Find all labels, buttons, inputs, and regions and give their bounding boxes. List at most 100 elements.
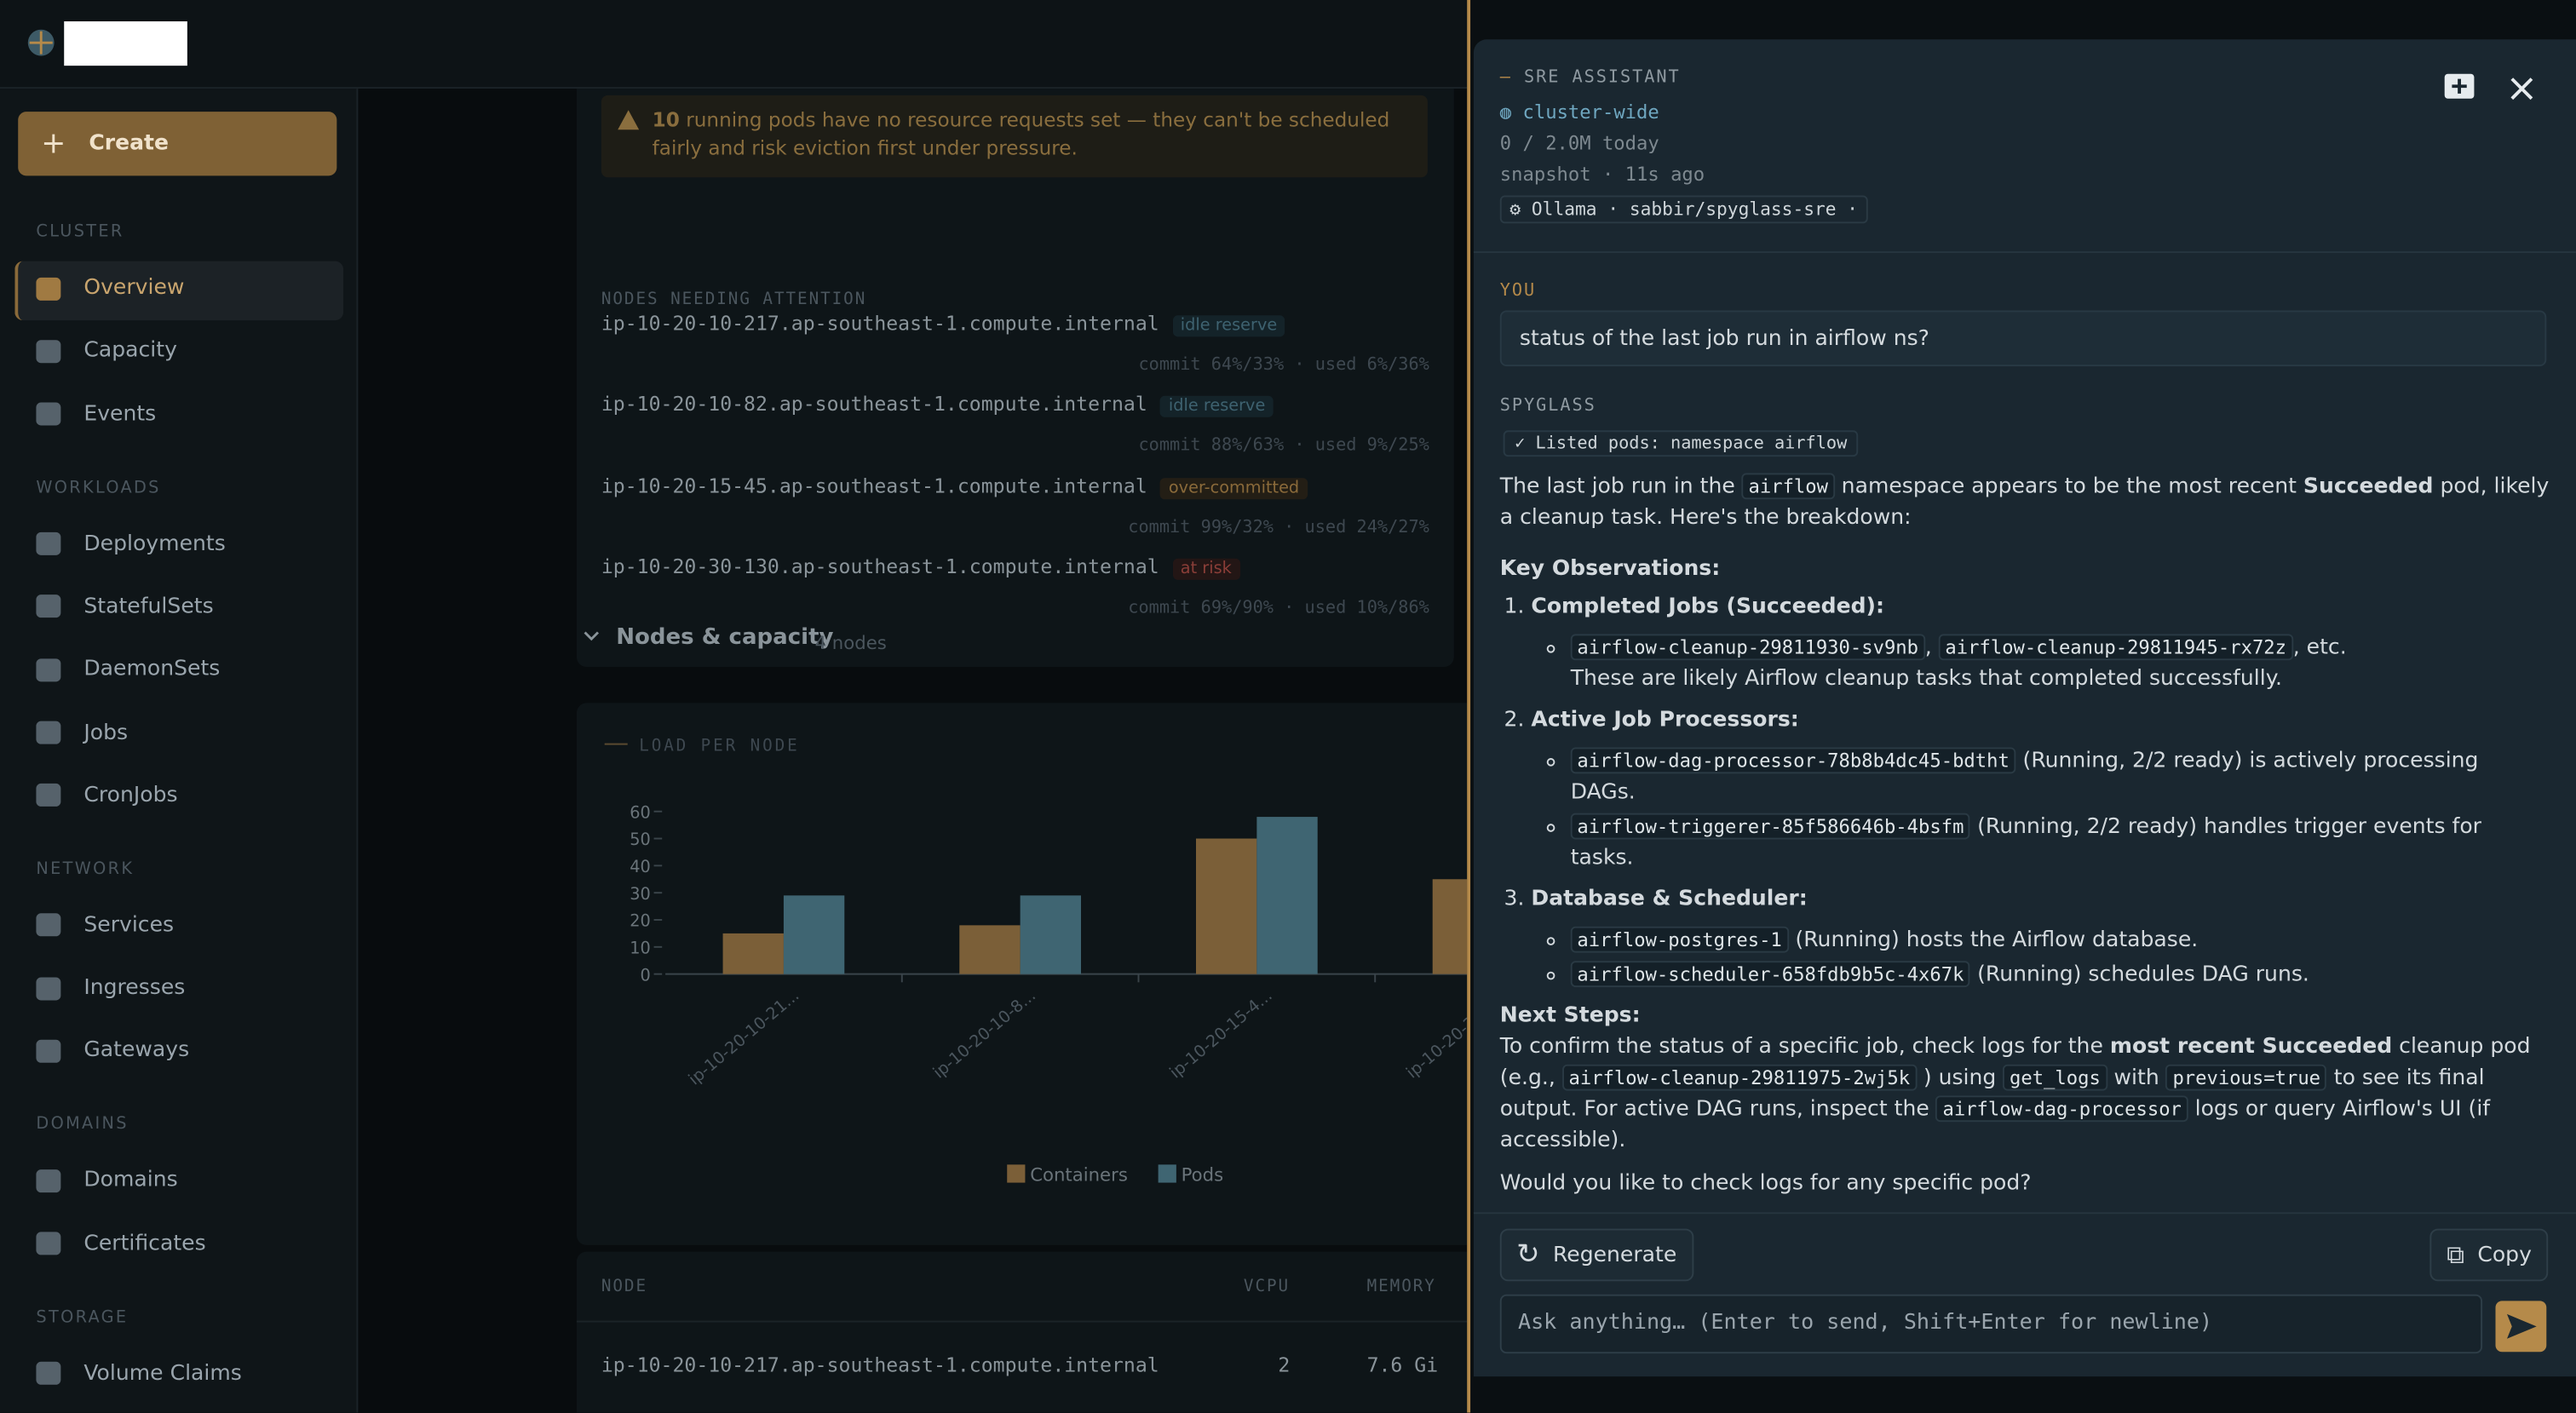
assistant-drawer: — SRE ASSISTANT ◍ cluster-wide 0 / 2.0M … (1473, 39, 2576, 1377)
y-tick-label: 60 (630, 802, 651, 822)
bot-message: The last job run in the airflow namespac… (1500, 471, 2550, 1198)
sidebar: + Create CLUSTER Overview Capacity Events WOR… (0, 89, 359, 1413)
main: 10 running pods have no resource request… (358, 89, 1468, 1413)
drawer-edge (1467, 0, 1471, 1413)
next-title: Next Steps: (1499, 1003, 1641, 1029)
nav-item[interactable]: Domains (36, 1168, 178, 1193)
nav-item[interactable]: Capacity (36, 338, 177, 364)
node-tag: over-committed (1160, 477, 1308, 499)
chevron[interactable] (584, 628, 600, 644)
node-name: ip-10-20-10-82.ap-southeast-1.compute.in… (601, 393, 1147, 416)
create-button[interactable]: + Create (18, 112, 337, 176)
section-title: Nodes & capacity (616, 623, 834, 651)
group-title: Database & Scheduler: (1531, 887, 1808, 912)
text: to see its final output. For active DAG … (1499, 1065, 2485, 1123)
node-table: NODE VCPU MEMORY ip-10-20-10-217.ap-sout… (576, 1251, 1468, 1413)
bar (1432, 879, 1468, 974)
node-row: ip-10-20-10-82.ap-southeast-1.compute.in… (601, 393, 1274, 418)
group: Database & Scheduler: airflow-postgres-1… (1531, 884, 2550, 991)
code: airflow-dag-processor-78b8b4dc45-bdtht (1570, 747, 2016, 774)
node-tag: at risk (1172, 558, 1240, 580)
nav-item[interactable]: Ingresses (36, 976, 185, 1001)
regenerate-button[interactable]: ↻ Regenerate (1499, 1228, 1693, 1282)
text: (Running) schedules DAG runs. (1977, 962, 2309, 988)
group: Completed Jobs (Succeeded): airflow-clea… (1531, 591, 2550, 694)
close-icon[interactable] (2510, 78, 2533, 101)
text: namespace appears to be the most recent (1841, 474, 2297, 500)
new-chat-icon[interactable] (2443, 72, 2479, 106)
bot-label: SPYGLASS (1499, 395, 1596, 416)
chart: LOAD PER NODE 0 10 20 30 40 50 60 ip-10-20-10-21… (604, 735, 1468, 1186)
nav-label: Deployments (83, 531, 226, 557)
code: airflow-scheduler-658fdb9b5c-4x67k (1570, 961, 1971, 988)
chart-title: LOAD PER NODE (639, 735, 799, 755)
node-name: ip-10-20-15-45.ap-southeast-1.compute.in… (601, 474, 1147, 497)
logo (27, 29, 55, 56)
nav-item[interactable]: Gateways (36, 1039, 189, 1064)
tool-text: Listed pods: namespace airflow (1535, 434, 1848, 454)
text: To confirm the status of a specific job,… (1499, 1034, 2103, 1060)
nav-icon (36, 532, 61, 556)
active-bg (14, 261, 344, 321)
chat-input[interactable]: Ask anything… (Enter to send, Shift+Ente… (1499, 1294, 2483, 1354)
section-label: STORAGE (36, 1308, 129, 1327)
group: Active Job Processors: airflow-dag-proce… (1531, 704, 2550, 874)
nav-item[interactable]: Services (36, 913, 174, 938)
td-vcpu: 2 (1278, 1353, 1291, 1377)
legend-swatch (1158, 1164, 1176, 1183)
nav-icon (36, 1232, 61, 1255)
node-stats: commit 69%/90% · used 10%/86% (1128, 597, 1429, 617)
text: ) using (1923, 1065, 1997, 1091)
item: airflow-cleanup-29811930-sv9nb, airflow-… (1570, 632, 2550, 694)
warning-icon (618, 110, 640, 130)
code: airflow-cleanup-29811975-2wj5k (1561, 1064, 1917, 1091)
warning-text: running pods have no resource requests s… (652, 108, 1390, 160)
y-tick-label: 10 (630, 939, 651, 958)
snapshot: snapshot · 11s ago (1499, 162, 1705, 186)
assistant-title: — SRE ASSISTANT (1499, 67, 1681, 88)
text: These are likely Airflow cleanup tasks t… (1570, 666, 2282, 692)
scope-text: cluster-wide (1522, 100, 1659, 123)
node-row: ip-10-20-15-45.ap-southeast-1.compute.in… (601, 474, 1308, 499)
top-bar (0, 0, 1468, 89)
text: cleanup pod (e.g., (1499, 1034, 2531, 1091)
send-button[interactable] (2495, 1301, 2547, 1353)
copy-button[interactable]: ⧉ Copy (2429, 1228, 2549, 1282)
nav-item[interactable]: DaemonSets (36, 658, 220, 682)
item: airflow-scheduler-658fdb9b5c-4x67k (Runn… (1570, 959, 2550, 991)
item: airflow-dag-processor-78b8b4dc45-bdtht (… (1570, 746, 2550, 808)
divider (1473, 1212, 2576, 1215)
nav-label: DaemonSets (83, 657, 221, 682)
code: airflow-cleanup-29811930-sv9nb (1570, 634, 1925, 661)
nav-item[interactable]: Volume Claims (36, 1361, 242, 1386)
nav-item[interactable]: Events (36, 402, 156, 427)
model[interactable]: ⚙ Ollama · sabbir/spyglass-sre · (1499, 195, 1868, 224)
nav-item[interactable]: Jobs (36, 721, 128, 745)
table-divider (576, 1320, 1468, 1323)
nav-label: Ingresses (83, 975, 186, 1001)
bar (1256, 817, 1318, 974)
nav-icon (36, 594, 61, 618)
nav-label: Capacity (83, 338, 177, 364)
nav-label: Domains (83, 1168, 178, 1193)
regenerate-label: Regenerate (1552, 1242, 1677, 1267)
nav-item[interactable]: StatefulSets (36, 594, 214, 619)
nav-item[interactable]: Deployments (36, 531, 226, 557)
section-label: CLUSTER (36, 223, 124, 242)
code: airflow-dag-processor (1935, 1095, 2188, 1123)
nav-item[interactable]: CronJobs (36, 784, 178, 807)
y-tick-label: 50 (630, 830, 651, 849)
text: (Running, 2/2 ready) is actively process… (1570, 749, 2479, 805)
nav-item[interactable]: Overview (36, 276, 184, 301)
code: airflow-triggerer-85f586646b-4bsfm (1570, 813, 1971, 840)
nav-icon (36, 913, 61, 937)
text: , (1924, 635, 1932, 661)
nav-icon (36, 784, 61, 807)
code: airflow (1741, 473, 1835, 500)
divider (1473, 251, 2576, 253)
nav-item[interactable]: Certificates (36, 1232, 206, 1256)
nav-label: Events (83, 401, 157, 427)
node-stats: commit 88%/63% · used 9%/25% (1138, 435, 1429, 456)
next: To confirm the status of a specific job,… (1500, 1031, 2550, 1157)
